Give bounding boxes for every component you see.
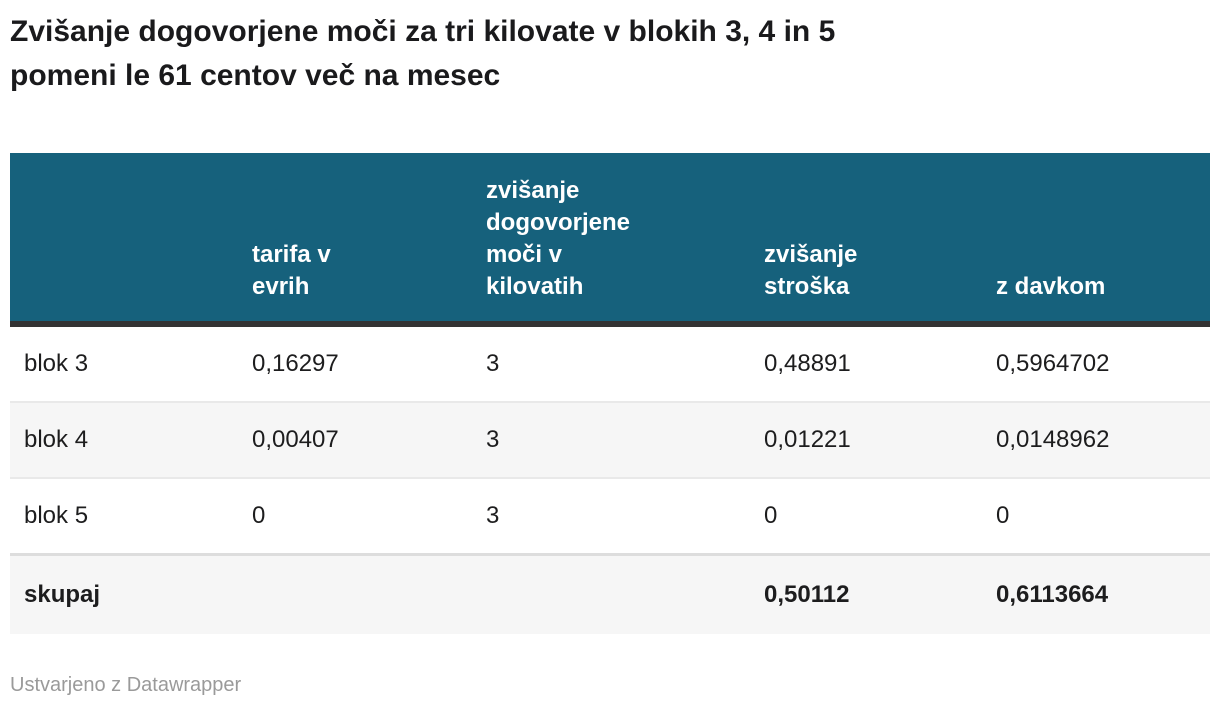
cell-z-davkom: 0,0148962 <box>982 401 1210 478</box>
table-row-total-skupaj: skupaj 0,50112 0,6113664 <box>10 553 1210 634</box>
table-row-blok-5: blok 5 0 3 0 0 <box>10 477 1210 555</box>
row-label: blok 4 <box>10 401 238 478</box>
row-label: blok 3 <box>24 350 89 377</box>
cell-moc: 3 <box>472 401 750 478</box>
attribution-credit: Ustvarjeno z Datawrapper <box>10 674 242 696</box>
column-header-row-label <box>10 153 238 327</box>
cell-z-davkom: 0 <box>982 477 1210 555</box>
page-title: Zvišanje dogovorjene moči za tri kilovat… <box>10 15 836 92</box>
table-row-blok-3: blok 3 0,16297 3 0,48891 0,5964702 <box>10 324 1210 402</box>
cell-strosek: 0,48891 <box>764 350 851 377</box>
cell-tarifa: 0,00407 <box>238 401 472 478</box>
cell-z-davkom: 0,6113664 <box>982 553 1210 634</box>
page: Zvišanje dogovorjene moči za tri kilovat… <box>0 10 1220 712</box>
row-label: blok 5 <box>10 477 238 555</box>
cell-z-davkom: 0,5964702 <box>996 350 1110 377</box>
cell-tarifa: 0 <box>238 477 472 555</box>
column-header-zvisanje-stroska: zvišanje stroška <box>750 153 982 327</box>
cell-moc: 3 <box>472 477 750 555</box>
cell-strosek: 0,50112 <box>750 553 982 634</box>
cell-tarifa <box>238 553 472 634</box>
cell-moc <box>472 553 750 634</box>
cell-strosek: 0,01221 <box>750 401 982 478</box>
row-label: skupaj <box>10 553 238 634</box>
cell-strosek: 0 <box>750 477 982 555</box>
column-header-tarifa-v-evrih: tarifa v evrih <box>238 153 472 327</box>
column-header-z-davkom: z davkom <box>982 153 1210 327</box>
cell-tarifa: 0,16297 <box>252 350 339 377</box>
column-header-zvisanje-dogovorjene-moci: zvišanje dogovorjene moči v kilovatih <box>472 153 750 327</box>
cell-moc: 3 <box>486 350 500 377</box>
table-row-blok-4: blok 4 0,00407 3 0,01221 0,0148962 <box>10 401 1210 478</box>
data-table: tarifa v evrih zvišanje dogovorjene moči… <box>10 153 1210 634</box>
table-header-row: tarifa v evrih zvišanje dogovorjene moči… <box>10 153 1210 327</box>
